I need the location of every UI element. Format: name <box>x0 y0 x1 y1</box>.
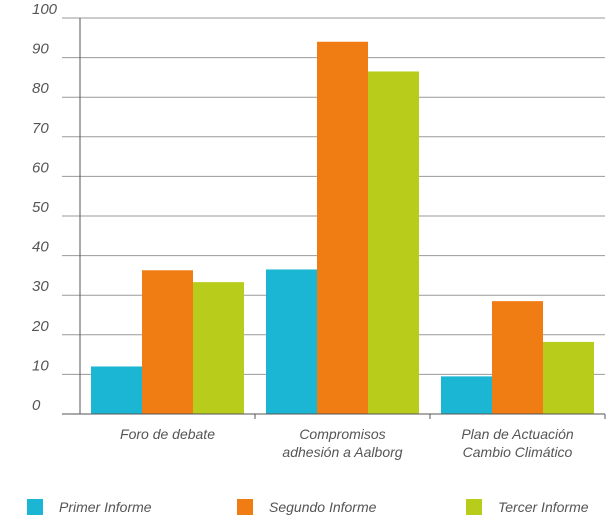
bars <box>91 41 594 415</box>
legend-label-tercer-informe: Tercer Informe <box>498 499 589 515</box>
legend-label-segundo-informe: Segundo Informe <box>269 499 377 515</box>
y-tick-label: 10 <box>32 357 49 374</box>
bar-segundo-informe <box>142 270 193 414</box>
y-axis-tick-labels: 0 10 20 30 40 50 60 70 80 90 100 <box>31 1 58 414</box>
bar-primer-informe <box>91 366 142 414</box>
legend-item-segundo-informe: Segundo Informe <box>237 499 376 515</box>
x-category-label: Foro de debate <box>120 426 215 442</box>
y-tick-label: 20 <box>31 318 49 335</box>
x-category-label: Cambio Climático <box>463 444 573 460</box>
bar-tercer-informe <box>543 341 594 414</box>
bar-tercer-informe <box>193 282 244 414</box>
legend-swatch-tercer-informe <box>466 499 482 515</box>
y-tick-label: 90 <box>32 41 49 58</box>
legend-item-primer-informe: Primer Informe <box>27 499 152 515</box>
y-tick-label: 70 <box>32 120 49 137</box>
x-category-label: Compromisos <box>299 426 385 442</box>
x-axis-category-labels: Foro de debate Compromisos adhesión a Aalb… <box>120 426 574 460</box>
y-tick-label: 0 <box>32 397 41 414</box>
bar-primer-informe <box>441 376 492 414</box>
y-tick-label: 80 <box>32 80 49 97</box>
bar-segundo-informe <box>317 41 368 414</box>
x-category-label: adhesión a Aalborg <box>282 444 402 460</box>
legend-label-primer-informe: Primer Informe <box>59 499 152 515</box>
bar-tercer-informe <box>368 71 419 415</box>
y-tick-label: 50 <box>32 199 49 216</box>
legend-item-tercer-informe: Tercer Informe <box>466 499 589 515</box>
y-tick-label: 100 <box>32 1 58 18</box>
bar-primer-informe <box>266 269 317 414</box>
y-tick-label: 60 <box>32 159 49 176</box>
legend: Primer Informe Segundo Informe Tercer In… <box>0 499 614 523</box>
y-tick-label: 40 <box>32 239 49 256</box>
bar-chart: 0 10 20 30 40 50 60 70 80 90 100 Foro de debate Com… <box>31 1 606 460</box>
x-category-label: Plan de Actuación <box>461 426 574 442</box>
legend-swatch-segundo-informe <box>237 499 253 515</box>
legend-swatch-primer-informe <box>27 499 43 515</box>
y-tick-label: 30 <box>32 278 49 295</box>
x-axis <box>62 18 606 419</box>
bar-segundo-informe <box>492 301 543 414</box>
